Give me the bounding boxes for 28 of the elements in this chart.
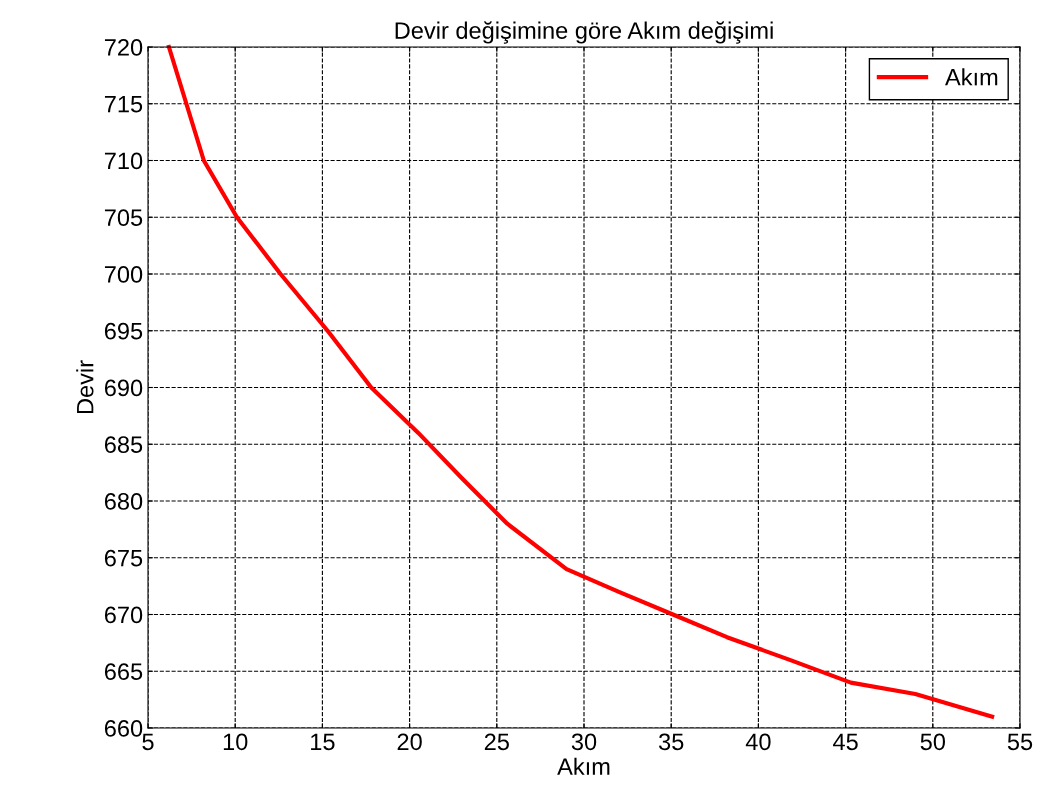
x-tick-label: 35: [658, 733, 684, 751]
y-tick-label: 700: [104, 266, 143, 283]
y-tick-label: 665: [104, 663, 143, 681]
x-tick-label: 15: [311, 733, 335, 751]
y-tick-label: 690: [104, 379, 143, 397]
y-tick-label: 705: [104, 209, 143, 227]
y-tick-label: 720: [104, 39, 143, 56]
y-axis-title: Devir: [76, 360, 94, 414]
y-tick-label: 670: [104, 606, 143, 624]
legend-label: Akım: [945, 68, 998, 86]
y-tick-label: 675: [104, 549, 143, 567]
x-tick-label: 40: [745, 733, 771, 751]
y-tick-label: 715: [104, 96, 143, 113]
x-tick-label: 25: [484, 733, 509, 751]
x-tick-label: 10: [223, 733, 248, 751]
y-tick-label: 660: [104, 720, 143, 737]
y-tick-label: 695: [104, 322, 143, 340]
y-tick-label: 685: [104, 436, 143, 454]
x-tick-label: 55: [1007, 733, 1033, 751]
x-tick-label: 20: [397, 733, 422, 751]
x-tick-label: 5: [142, 733, 154, 751]
x-tick-label: 30: [571, 733, 597, 751]
x-tick-label: 50: [920, 733, 946, 751]
chart-title: Devir değişimine göre Akım değişimi: [395, 21, 773, 44]
x-axis-title: Akım: [557, 757, 610, 775]
y-tick-label: 680: [104, 493, 143, 510]
x-tick-label: 45: [833, 733, 858, 751]
y-tick-label: 710: [104, 152, 143, 170]
